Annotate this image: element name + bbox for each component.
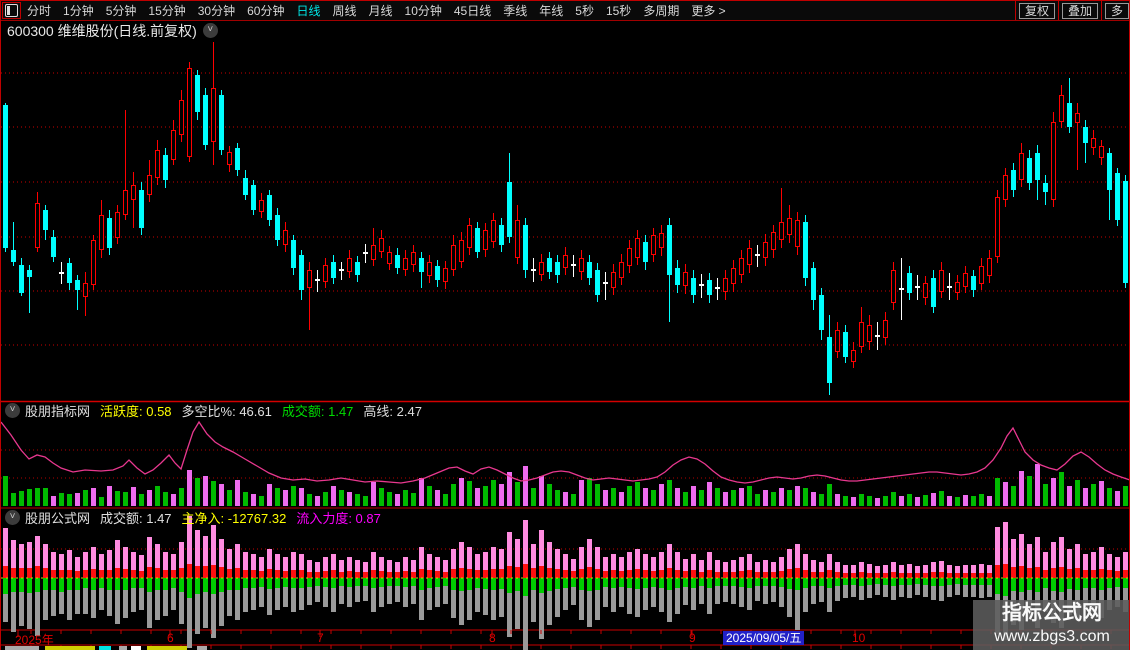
period-tab-15[interactable]: 多周期 [643, 4, 680, 18]
period-tab-16[interactable]: 更多 > [691, 4, 726, 18]
indicator-field-2: 成交额: 1.47 [281, 403, 354, 419]
collapse-icon[interactable]: ˅ [5, 402, 20, 418]
period-tab-6[interactable]: 日线 [296, 4, 321, 18]
cutoff-text-fragment [99, 646, 111, 650]
period-tabs: 分时 1分钟 5分钟 15分钟 30分钟 60分钟 日线 周线 月线 10分钟 45日线 季线 年线 5秒… [21, 2, 732, 19]
formula-panel-header: ˅ 股朋公式网 成交额: 1.47 主净入: -12767.32 流入力度: 0.8… [1, 509, 381, 526]
window-icon [5, 4, 18, 17]
watermark: 指标公式网 www.zbgs3.com [973, 600, 1129, 650]
period-tab-2[interactable]: 5分钟 [105, 4, 137, 18]
formula-field-1: 主净入: -12767.32 [181, 510, 287, 526]
period-tab-7[interactable]: 周线 [332, 4, 357, 18]
watermark-title: 指标公式网 [1002, 602, 1102, 624]
formula-name: 股朋公式网 [25, 510, 91, 526]
chevron-down-icon[interactable]: ˅ [202, 23, 218, 38]
period-toolbar: 分时 1分钟 5分钟 15分钟 30分钟 60分钟 日线 周线 月线 10分钟 45日线 季线 年线 5秒… [1, 0, 1129, 21]
toolbar-separator [1014, 1, 1016, 20]
window-menu-button[interactable] [2, 2, 21, 19]
cutoff-text-fragment [147, 646, 187, 650]
indicator-field-3: 高线: 2.47 [363, 403, 422, 419]
collapse-icon[interactable]: ˅ [5, 509, 20, 525]
cutoff-text-fragment [197, 646, 207, 650]
period-tab-4[interactable]: 30分钟 [197, 4, 236, 18]
adjust-price-button[interactable]: 复权 [1018, 2, 1055, 19]
period-tab-10[interactable]: 45日线 [453, 4, 492, 18]
period-tab-14[interactable]: 15秒 [605, 4, 632, 18]
period-tab-12[interactable]: 年线 [539, 4, 564, 18]
toolbar-separator [1100, 1, 1102, 20]
axis-label-2: 7 [317, 631, 324, 645]
indicator-field-1: 多空比%: 46.61 [181, 403, 272, 419]
indicator-name: 股朋指标网 [25, 403, 91, 419]
axis-label-5: 10 [852, 631, 866, 645]
overlay-button[interactable]: 叠加 [1061, 2, 1098, 19]
axis-label-1: 6 [167, 631, 174, 645]
period-tab-3[interactable]: 15分钟 [148, 4, 186, 18]
period-tab-8[interactable]: 月线 [368, 4, 393, 18]
period-tab-11[interactable]: 季线 [503, 4, 528, 18]
cutoff-text-fragment [45, 646, 95, 650]
indicator-panel-header: ˅ 股朋指标网 活跃度: 0.58 多空比%: 46.61 成交额: 1.47 高线:… [1, 402, 422, 419]
period-tab-1[interactable]: 1分钟 [63, 4, 94, 18]
toolbar-separator [1057, 1, 1059, 20]
cutoff-text-fragment [131, 646, 141, 650]
watermark-url: www.zbgs3.com [994, 628, 1110, 645]
toolbar-right: 复权 叠加 多 [1012, 1, 1129, 20]
more-button[interactable]: 多 [1104, 2, 1129, 19]
period-tab-5[interactable]: 60分钟 [247, 4, 285, 18]
cutoff-text-fragment [5, 646, 39, 650]
period-tab-9[interactable]: 10分钟 [404, 4, 442, 18]
selected-date-badge: 2025/09/05/五 [723, 630, 805, 645]
formula-field-0: 成交额: 1.47 [100, 510, 172, 526]
cutoff-text-fragment [119, 646, 127, 650]
formula-field-2: 流入力度: 0.87 [296, 510, 381, 526]
period-tab-13[interactable]: 5秒 [575, 4, 594, 18]
axis-label-0: 2025年 [15, 633, 54, 647]
indicator-field-0: 活跃度: 0.58 [100, 403, 172, 419]
chart-title-bar: 600300 维维股份(日线.前复权) ˅ [1, 20, 218, 41]
period-tab-0[interactable]: 分时 [27, 4, 52, 18]
stock-title: 600300 维维股份(日线.前复权) [7, 22, 197, 39]
axis-label-4: 9 [689, 631, 696, 645]
axis-label-3: 8 [489, 631, 496, 645]
